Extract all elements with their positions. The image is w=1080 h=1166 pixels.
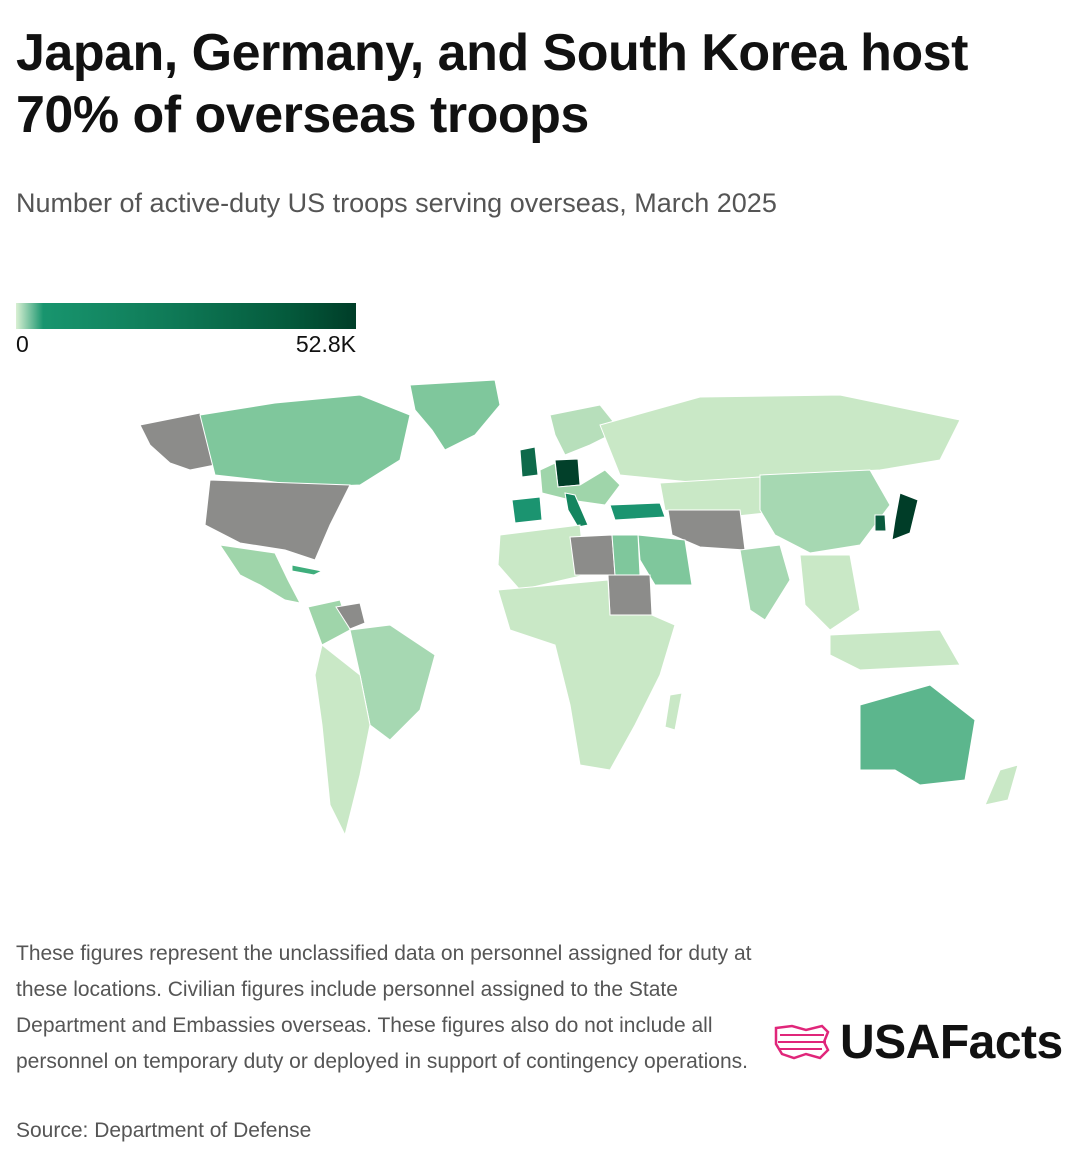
alaska bbox=[139, 412, 216, 471]
egypt bbox=[611, 534, 641, 576]
southeast-asia bbox=[799, 554, 861, 631]
russia bbox=[599, 394, 961, 484]
canada bbox=[199, 394, 411, 488]
china bbox=[759, 469, 891, 554]
north-africa-west bbox=[497, 524, 586, 591]
color-legend: 0 52.8K bbox=[16, 303, 356, 357]
libya bbox=[569, 534, 616, 576]
sudan bbox=[607, 574, 653, 616]
world-map bbox=[139, 379, 1019, 837]
turkey bbox=[609, 502, 666, 521]
united-states bbox=[204, 479, 351, 561]
venezuela bbox=[335, 602, 366, 630]
iran-afghanistan bbox=[667, 509, 746, 551]
india bbox=[739, 544, 791, 621]
greenland bbox=[409, 379, 501, 451]
legend-min-label: 0 bbox=[16, 331, 29, 357]
legend-gradient-bar bbox=[16, 303, 356, 329]
germany bbox=[554, 458, 581, 488]
mexico bbox=[218, 544, 301, 604]
footnote: These figures represent the unclassified… bbox=[16, 942, 752, 1073]
madagascar bbox=[664, 692, 683, 731]
sub-saharan-africa bbox=[497, 579, 676, 771]
indonesia-philippines bbox=[829, 629, 961, 671]
new-zealand bbox=[984, 764, 1019, 806]
chart-subtitle: Number of active-duty US troops serving … bbox=[16, 188, 777, 218]
cuba bbox=[291, 564, 324, 576]
italy bbox=[564, 492, 589, 528]
australia bbox=[859, 684, 976, 786]
legend-max-label: 52.8K bbox=[295, 331, 356, 357]
source-line: Source: Department of Defense bbox=[16, 1119, 312, 1142]
united-kingdom bbox=[519, 446, 539, 478]
japan bbox=[891, 492, 919, 541]
spain bbox=[511, 496, 543, 524]
brand-name: USAFacts bbox=[840, 1015, 1063, 1069]
southern-cone bbox=[314, 644, 371, 837]
usafacts-flag-map-icon bbox=[774, 1024, 830, 1060]
europe-central bbox=[539, 462, 621, 506]
saudi-arabia bbox=[637, 534, 693, 586]
south-korea bbox=[874, 514, 887, 532]
usafacts-brand[interactable]: USAFacts bbox=[772, 1012, 1063, 1072]
chart-title: Japan, Germany, and South Korea host 70%… bbox=[16, 24, 968, 144]
scandinavia bbox=[549, 404, 621, 456]
